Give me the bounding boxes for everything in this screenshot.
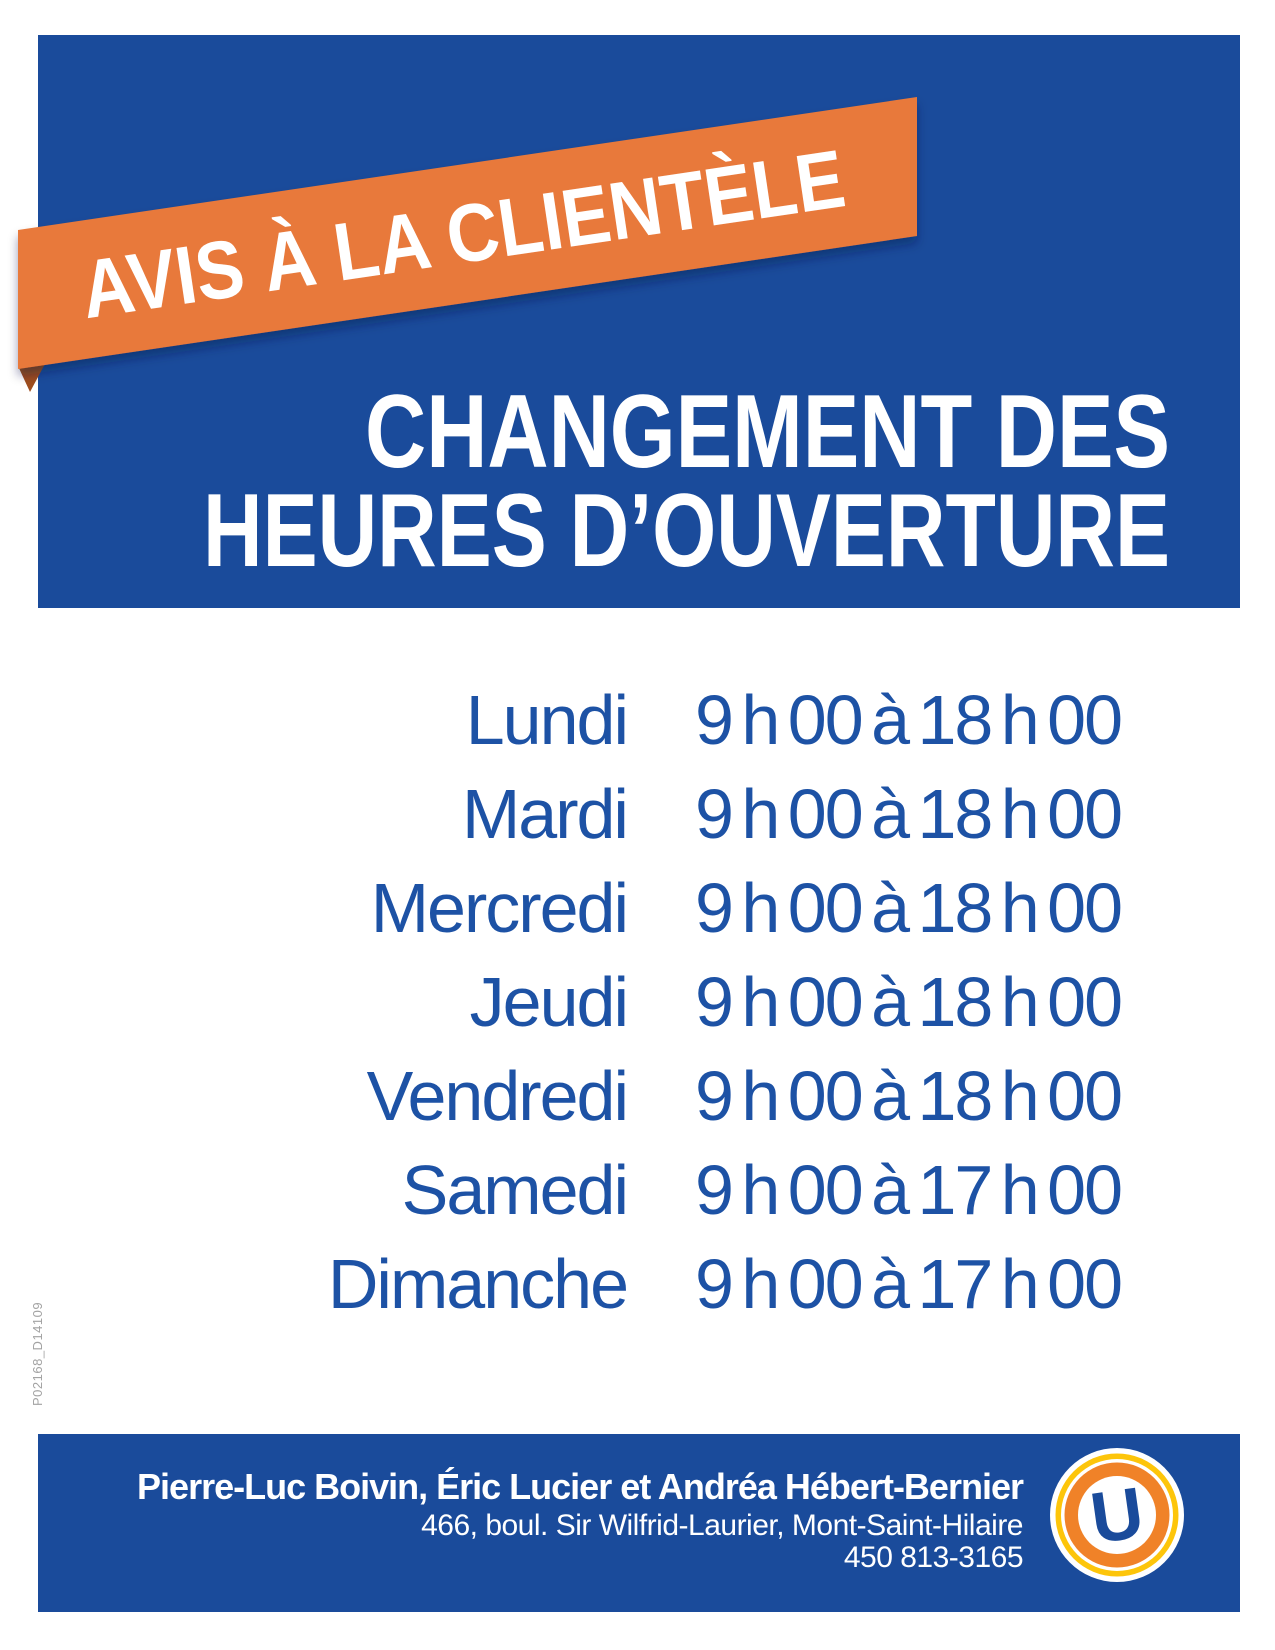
schedule-hours: 9 h 00 à 18 h 00: [695, 775, 1123, 853]
schedule-hours: 9 h 00 à 17 h 00: [695, 1151, 1123, 1229]
schedule-day: Lundi: [465, 681, 629, 759]
ribbon-fold: [18, 362, 46, 392]
ribbon-label: AVIS À LA CLIENTÈLE: [75, 133, 850, 336]
schedule-hours: 9 h 00 à 18 h 00: [695, 869, 1123, 947]
footer-bar: [38, 1434, 1240, 1612]
schedule-day: Mercredi: [370, 869, 629, 947]
hours-schedule: Lundi 9 h 00 à 18 h 00 Mardi 9 h 00 à 18…: [0, 673, 1275, 1331]
store-phone: 450 813-3165: [843, 1541, 1024, 1574]
schedule-hours: 9 h 00 à 17 h 00: [695, 1245, 1123, 1323]
headline-line1: CHANGEMENT DES: [365, 374, 1170, 490]
schedule-day: Jeudi: [469, 963, 629, 1041]
footer-contact-block: Pierre-Luc Boivin, Éric Lucier et Andréa…: [137, 1466, 1024, 1574]
schedule-day: Vendredi: [366, 1057, 629, 1135]
schedule-hours: 9 h 00 à 18 h 00: [695, 963, 1123, 1041]
logo-letter: U: [1086, 1473, 1149, 1559]
store-address: 466, boul. Sir Wilfrid-Laurier, Mont-Sai…: [421, 1509, 1023, 1542]
owner-names: Pierre-Luc Boivin, Éric Lucier et Andréa…: [137, 1466, 1024, 1507]
schedule-hours: 9 h 00 à 18 h 00: [695, 681, 1123, 759]
schedule-day: Dimanche: [327, 1245, 629, 1323]
headline-line2: HEURES D’OUVERTURE: [203, 473, 1170, 589]
schedule-day: Samedi: [401, 1151, 629, 1229]
logo-inner-disc: [1078, 1476, 1156, 1554]
uniprix-logo: U: [1050, 1448, 1184, 1582]
notice-ribbon: [18, 97, 917, 369]
schedule-day: Mardi: [461, 775, 629, 853]
schedule-hours: 9 h 00 à 18 h 00: [695, 1057, 1123, 1135]
print-job-code: P02168_D14109: [30, 1301, 45, 1406]
